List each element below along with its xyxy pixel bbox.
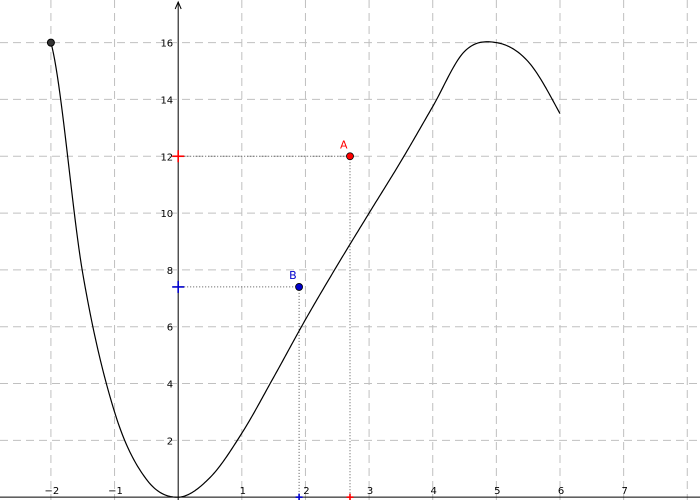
y-tick-label: 16	[160, 39, 173, 50]
axis-marker-B-y[interactable]	[172, 280, 185, 293]
y-tick-label: 8	[167, 266, 173, 277]
x-tick-label: 2	[303, 486, 309, 497]
x-tick-label: 1	[240, 486, 246, 497]
y-axis-arrow-icon	[174, 0, 182, 10]
curve-layer	[50, 41, 561, 498]
x-tick-label: 7	[621, 486, 627, 497]
point-label-A: A	[340, 138, 348, 151]
x-tick-label: 6	[558, 486, 564, 497]
y-tick-label: 10	[160, 209, 173, 220]
function-curve	[50, 41, 561, 498]
point-label-B: B	[289, 269, 297, 282]
curve-start-point	[46, 38, 55, 47]
y-tick-label: 12	[160, 152, 173, 163]
x-tick-label: 5	[494, 486, 500, 497]
x-tick-label: −1	[108, 486, 123, 497]
y-tick-label: 14	[160, 95, 173, 106]
y-tick-label: 6	[167, 323, 173, 334]
point-B[interactable]	[295, 283, 303, 291]
point-A[interactable]	[346, 152, 354, 161]
axis-marker-A-x[interactable]	[346, 493, 354, 500]
guide-lines	[178, 155, 351, 498]
y-tick-label: 4	[167, 380, 173, 391]
axis-marker-A-y[interactable]	[172, 150, 185, 163]
x-tick-label: 3	[367, 486, 373, 497]
x-tick-label: −2	[45, 486, 60, 497]
axis-marker-B-x[interactable]	[295, 493, 303, 500]
x-tick-label: 4	[431, 486, 437, 497]
y-tick-label: 2	[167, 436, 173, 447]
axis-markers	[172, 150, 354, 500]
points[interactable]: AB	[46, 38, 354, 291]
